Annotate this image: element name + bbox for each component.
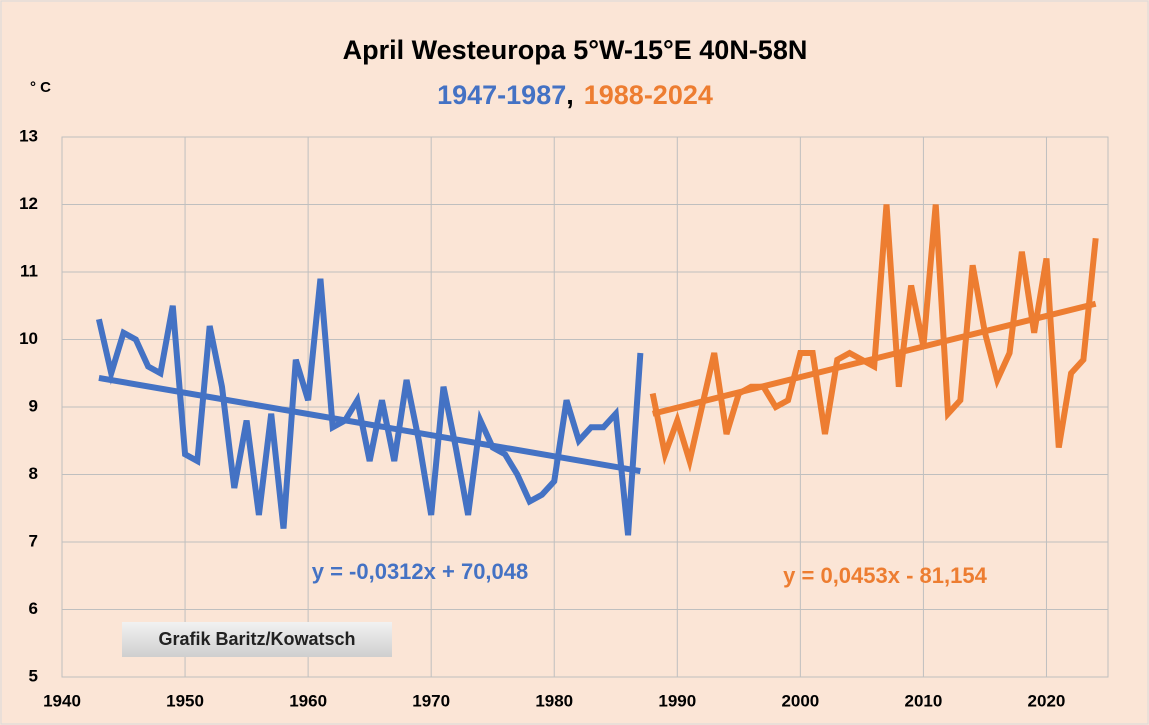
annotation: Grafik Baritz/Kowatsch — [158, 629, 355, 649]
y-unit: ° C — [30, 79, 51, 96]
x-tick-label: 1950 — [166, 691, 204, 710]
annotation-box — [122, 622, 392, 657]
trend-equation: y = -0,0312x + 70,048 — [312, 559, 529, 584]
y-tick-label: 10 — [19, 329, 38, 348]
subtitle-part: , — [566, 80, 574, 110]
y-tick-label: 5 — [29, 666, 38, 685]
y-tick-label: 11 — [20, 261, 38, 280]
y-tick-label: 9 — [29, 396, 38, 415]
grid — [61, 136, 1108, 678]
data-line — [95, 278, 644, 536]
marks — [95, 204, 1099, 536]
y-tick-label: 7 — [29, 531, 38, 550]
trend-line — [98, 375, 641, 475]
trend-equation: y = 0,0453x - 81,154 — [783, 563, 987, 588]
x-tick-label: 2000 — [781, 691, 819, 710]
plot-frame — [61, 136, 1109, 678]
x-tick-label: 2020 — [1028, 691, 1066, 710]
subtitle-part: 1988-2024 — [584, 80, 713, 110]
x-tick-label: 1960 — [289, 691, 327, 710]
x-tick-label: 1970 — [412, 691, 450, 710]
x-tick-label: 2010 — [904, 691, 942, 710]
y-tick-label: 13 — [19, 126, 38, 145]
subtitle-part: 1947-1987 — [437, 80, 566, 110]
y-tick-label: 6 — [29, 599, 38, 618]
x-tick-label: 1940 — [43, 691, 81, 710]
y-tick-label: 8 — [29, 464, 38, 483]
x-tick-label: 1980 — [535, 691, 573, 710]
trend-line — [651, 300, 1097, 417]
x-tick-label: 1990 — [658, 691, 696, 710]
data-line — [649, 204, 1099, 473]
subtitle: 1947-1987, 1988-2024 — [437, 80, 713, 110]
chart-title: April Westeuropa 5°W-15°E 40N-58N — [343, 35, 808, 65]
y-tick-label: 12 — [19, 194, 38, 213]
